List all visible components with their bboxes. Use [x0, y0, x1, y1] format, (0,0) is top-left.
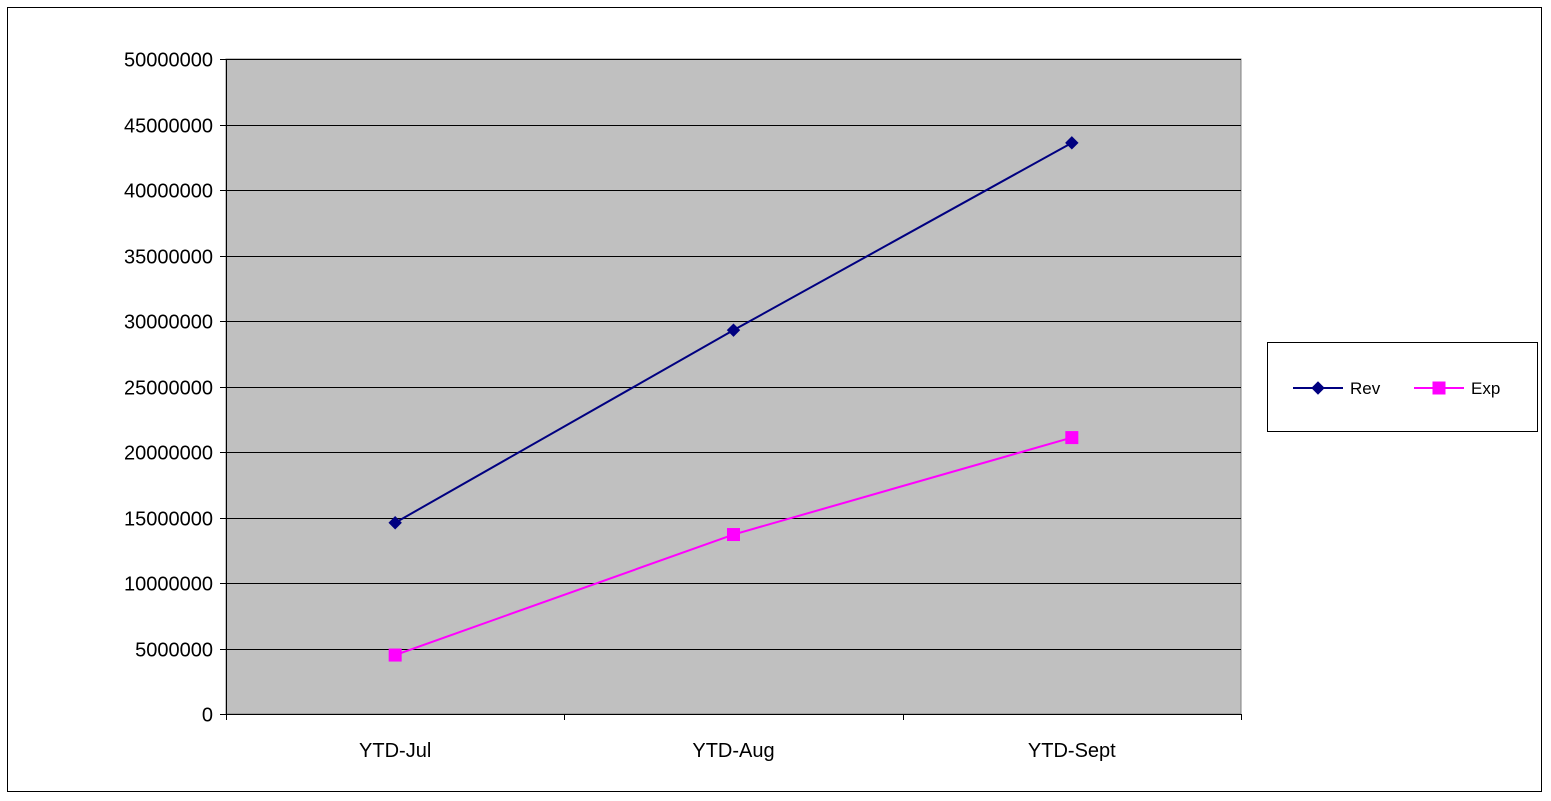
y-tick-label: 10000000	[124, 574, 213, 596]
y-tick-label: 25000000	[124, 378, 213, 400]
y-tick-label: 30000000	[124, 312, 213, 334]
data-point-rev	[1065, 136, 1079, 150]
y-tick-label: 0	[202, 705, 213, 727]
y-tick-label: 5000000	[135, 640, 213, 662]
legend-label-rev: Rev	[1350, 379, 1381, 398]
y-tick-label: 35000000	[124, 247, 213, 269]
y-axis-ticks: 0 5000000 10000000 15000000 20000000 25000000…	[124, 50, 226, 727]
x-tick-label: YTD-Aug	[692, 740, 774, 762]
data-point-rev	[388, 516, 402, 530]
legend-marker-exp	[1432, 381, 1446, 395]
x-axis-ticks: YTD-Jul YTD-Aug YTD-Sept	[226, 714, 1242, 762]
legend: Rev Exp	[1267, 342, 1538, 432]
data-point-rev	[726, 323, 741, 337]
y-tick-label: 45000000	[124, 116, 213, 138]
plot-area	[225, 58, 1242, 715]
legend-marker-rev	[1311, 381, 1325, 395]
y-tick-label: 50000000	[124, 50, 213, 72]
x-tick-label: YTD-Jul	[359, 740, 431, 762]
data-point-exp	[727, 528, 740, 542]
axes	[226, 59, 1241, 715]
y-tick-label: 20000000	[124, 443, 213, 465]
x-tick-label: YTD-Sept	[1028, 740, 1116, 762]
legend-label-exp: Exp	[1471, 379, 1500, 398]
data-point-exp	[388, 648, 402, 662]
data-point-exp	[1065, 431, 1079, 445]
y-tick-label: 40000000	[124, 181, 213, 203]
y-tick-label: 15000000	[124, 509, 213, 531]
series-layer	[388, 136, 1079, 662]
